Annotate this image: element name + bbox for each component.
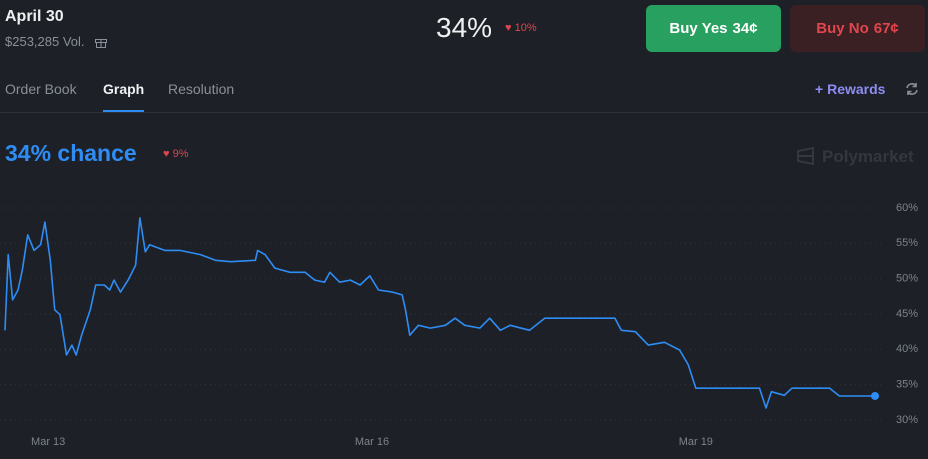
volume: $253,285 Vol. [5,34,108,49]
tab[interactable]: Graph [103,81,145,97]
end-dot [871,391,879,400]
price-change-text: 10% [514,22,537,34]
gift-icon[interactable] [94,35,108,48]
y-tick-label: 50% [896,273,918,285]
y-tick-label: 45% [896,308,918,320]
price-change: ♥ 10% [505,22,537,34]
tab[interactable]: Resolution [168,81,235,97]
y-tick-label: 55% [896,237,918,249]
chance-change-text: 9% [172,148,189,160]
refresh-icon[interactable] [904,81,920,97]
market-title: April 30 [5,8,64,25]
buy-yes-price: 34¢ [732,20,758,37]
price: 34% [436,12,493,43]
tab-underline [103,110,144,112]
buy-no-label: Buy No [816,20,869,37]
y-tick-label: 60% [896,202,918,214]
y-tick-label: 40% [896,343,918,355]
watermark: Polymarket [796,146,914,167]
price-line [4,217,875,409]
rewards-text: Rewards [827,81,886,97]
chance-change: ♥ 9% [163,148,189,160]
rewards-link[interactable]: + Rewards [815,81,886,97]
watermark-logo [797,146,814,166]
watermark-text: Polymarket [822,147,914,166]
buy-no-button[interactable]: Buy No 67¢ [790,5,925,52]
buy-no-price: 67¢ [873,20,899,37]
buy-yes-button[interactable]: Buy Yes 34¢ [646,5,781,52]
buy-yes-label: Buy Yes [669,20,728,37]
y-tick-label: 35% [896,379,918,391]
y-tick-label: 30% [896,414,918,426]
x-tick-label: Mar 16 [355,436,389,448]
separator [0,112,928,113]
volume-text: $253,285 Vol. [5,34,85,49]
x-tick-label: Mar 19 [679,436,713,448]
x-tick-label: Mar 13 [31,436,65,448]
chance: 34% chance [5,140,137,166]
tab[interactable]: Order Book [5,81,77,97]
